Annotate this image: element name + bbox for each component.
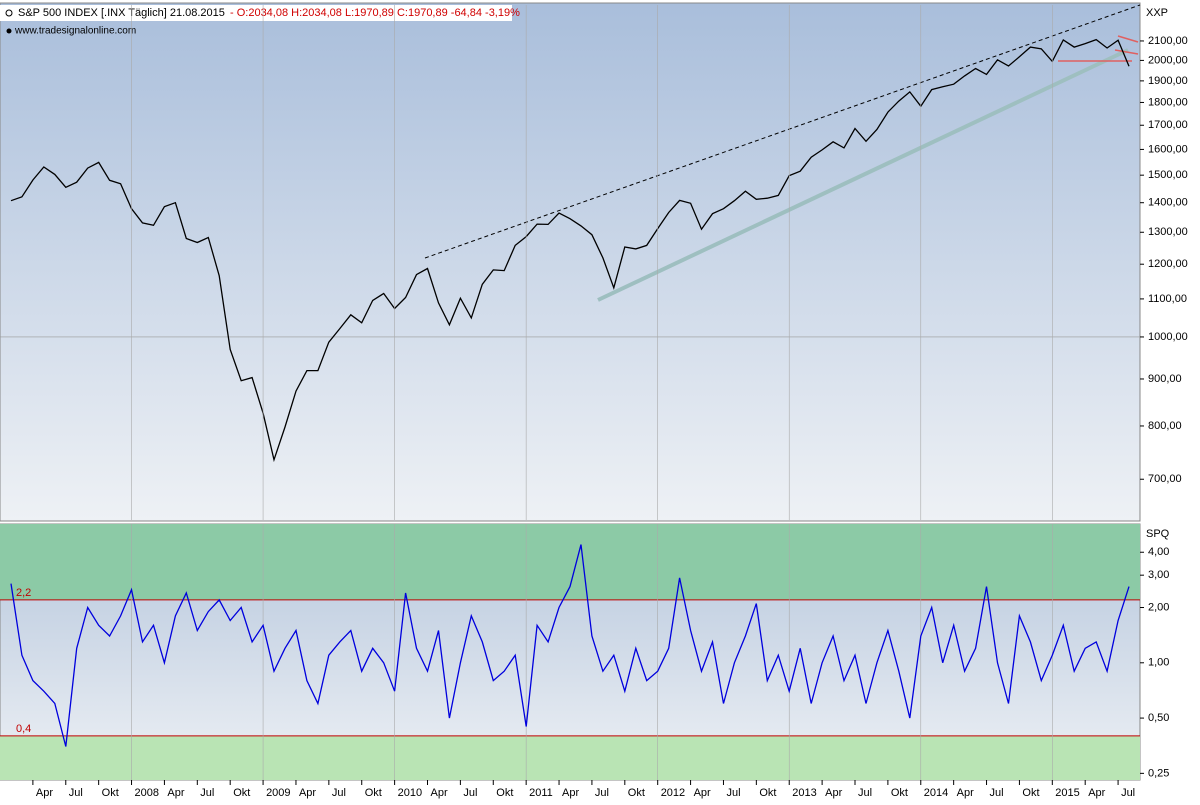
zone (0, 524, 1140, 600)
threshold-label: 0,4 (16, 723, 31, 735)
axis-label: XXP (1146, 7, 1168, 19)
resistance-line (424, 4, 1141, 259)
x-tick-label: Okt (1022, 787, 1039, 799)
x-tick-label: Jul (332, 787, 346, 799)
zone (0, 735, 1140, 780)
y-tick-label: 2000,00 (1148, 54, 1188, 66)
y-tick-label: 1400,00 (1148, 197, 1188, 209)
y-tick-label: 1200,00 (1148, 258, 1188, 270)
x-tick-label: Jul (858, 787, 872, 799)
y-tick-label: 4,00 (1148, 546, 1169, 558)
threshold-label: 2,2 (16, 587, 31, 599)
x-tick-label: Jul (69, 787, 83, 799)
icon (5, 9, 13, 17)
y-tick-label: 2,00 (1148, 601, 1169, 613)
header-bg (0, 5, 512, 21)
y-tick-label: 3,00 (1148, 569, 1169, 581)
source: www.tradesignalonline.com (14, 26, 136, 37)
x-tick-label: 2011 (529, 787, 553, 799)
y-tick-label: 1700,00 (1148, 119, 1188, 131)
x-tick-label: Okt (628, 787, 645, 799)
y-tick-label: 1600,00 (1148, 143, 1188, 155)
level-line (1117, 35, 1139, 43)
axis-label: SPQ (1146, 528, 1170, 540)
x-tick-label: Jul (200, 787, 214, 799)
x-tick-label: 2013 (792, 787, 816, 799)
level-line (1114, 49, 1139, 55)
y-tick-label: 900,00 (1148, 373, 1182, 385)
x-tick-label: Apr (431, 787, 448, 799)
x-tick-label: Okt (891, 787, 908, 799)
series-line (10, 38, 1130, 463)
price-panel (0, 2, 1141, 522)
x-tick-label: Apr (167, 787, 184, 799)
y-tick-label: 1500,00 (1148, 169, 1188, 181)
y-tick-label: 1000,00 (1148, 331, 1188, 343)
x-tick-label: 2008 (135, 787, 159, 799)
support-line (597, 48, 1129, 302)
y-tick-label: 1300,00 (1148, 226, 1188, 238)
y-tick-label: 1,00 (1148, 657, 1169, 669)
header-title: S&P 500 INDEX [.INX Täglich] 21.08.2015 (18, 7, 225, 19)
x-tick-label: Okt (496, 787, 513, 799)
y-tick-label: 0,50 (1148, 712, 1169, 724)
x-tick-label: Jul (595, 787, 609, 799)
x-tick-label: 2010 (398, 787, 422, 799)
header-quote: - O:2034,08 H:2034,08 L:1970,89 C:1970,8… (230, 7, 520, 19)
x-tick-label: Jul (990, 787, 1004, 799)
x-tick-label: 2015 (1055, 787, 1079, 799)
x-tick-label: Apr (36, 787, 53, 799)
x-tick-label: Apr (825, 787, 842, 799)
y-tick-label: 1900,00 (1148, 75, 1188, 87)
x-tick-label: Apr (1088, 787, 1105, 799)
x-tick-label: 2009 (266, 787, 290, 799)
y-tick-label: 2100,00 (1148, 35, 1188, 47)
y-tick-label: 1800,00 (1148, 96, 1188, 108)
x-tick-label: 2014 (924, 787, 948, 799)
x-tick-label: 2012 (661, 787, 685, 799)
x-tick-label: Apr (299, 787, 316, 799)
x-tick-label: Jul (1121, 787, 1135, 799)
y-tick-label: 800,00 (1148, 420, 1182, 432)
y-tick-label: 1100,00 (1148, 293, 1187, 305)
x-tick-label: Apr (694, 787, 711, 799)
x-tick-label: Okt (233, 787, 250, 799)
x-tick-label: Okt (365, 787, 382, 799)
x-tick-label: Jul (463, 787, 477, 799)
y-tick-label: 700,00 (1148, 473, 1182, 485)
x-tick-label: Apr (562, 787, 579, 799)
icon (6, 28, 12, 34)
x-tick-label: Jul (726, 787, 740, 799)
x-tick-label: Okt (102, 787, 119, 799)
x-tick-label: Apr (957, 787, 974, 799)
x-tick-label: Okt (759, 787, 776, 799)
y-tick-label: 0,25 (1148, 767, 1169, 779)
series-line (10, 544, 1130, 747)
